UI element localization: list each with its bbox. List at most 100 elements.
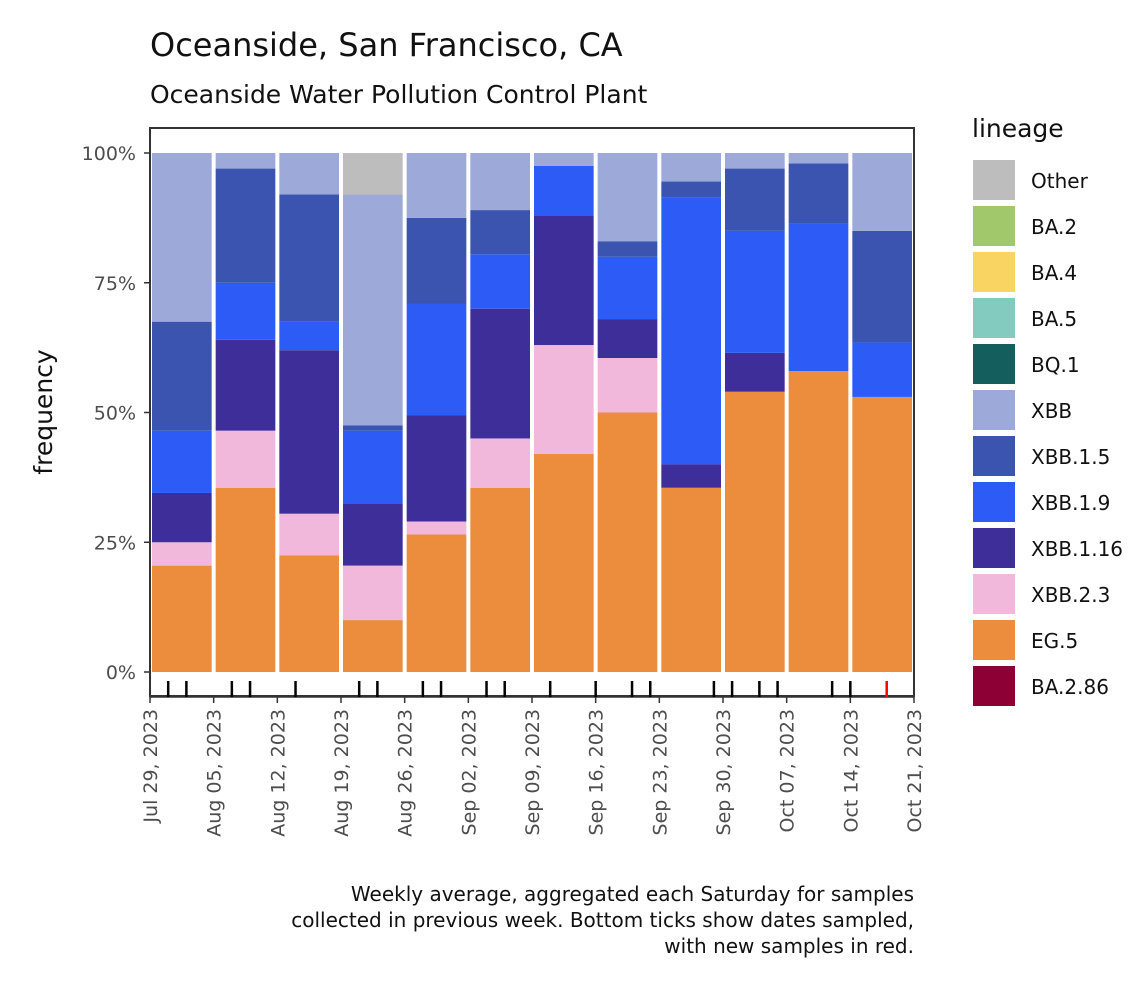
bar-segment-xbb-1-16 xyxy=(470,308,530,439)
legend-label: Other xyxy=(1031,169,1089,193)
bar-segment-xbb-2-3 xyxy=(597,358,658,413)
bar-segment-xbb-1-9 xyxy=(406,303,467,416)
bar-segment-xbb-1-16 xyxy=(597,319,658,359)
bar-segment-xbb-2-3 xyxy=(406,521,467,535)
bar-segment-xbb xyxy=(788,153,849,164)
legend-label: EG.5 xyxy=(1031,629,1078,653)
bar-segment-xbb-2-3 xyxy=(470,438,530,488)
bar-segment-xbb-2-3 xyxy=(152,542,212,566)
bar-segment-xbb-1-16 xyxy=(725,352,785,392)
x-tick-label: Sep 16, 2023 xyxy=(586,709,608,835)
bar-segment-xbb-1-9 xyxy=(725,230,785,353)
legend-swatch-other xyxy=(973,160,1015,200)
bar-segment-xbb-1-9 xyxy=(534,165,594,216)
plot-border xyxy=(149,127,915,697)
legend-label: BA.2 xyxy=(1031,215,1077,239)
bar-segment-xbb xyxy=(597,153,658,242)
bar-segment-eg-5 xyxy=(661,487,721,672)
bar-segment-xbb-1-9 xyxy=(597,256,658,320)
legend-label: XBB.1.5 xyxy=(1031,445,1110,469)
x-tick-label: Jul 29, 2023 xyxy=(140,709,162,824)
bar-segment-xbb xyxy=(661,153,721,182)
bar-segment-eg-5 xyxy=(215,487,276,672)
bar-segment-xbb-1-16 xyxy=(279,350,339,514)
bar-segment-xbb xyxy=(279,153,339,195)
x-tick-label: Sep 09, 2023 xyxy=(522,709,544,835)
y-tick-label: 75% xyxy=(94,273,136,295)
bar-segment-xbb-2-3 xyxy=(343,565,403,621)
legend-label: XBB.1.9 xyxy=(1031,491,1110,515)
bar-segment-eg-5 xyxy=(788,370,849,672)
bar-segment-eg-5 xyxy=(470,487,530,672)
bar-segment-xbb-1-5 xyxy=(661,181,721,198)
y-tick-label: 0% xyxy=(106,662,136,684)
bar-segment-xbb-2-3 xyxy=(279,513,339,556)
bar-segment-eg-5 xyxy=(406,534,467,672)
bar-segment-xbb xyxy=(470,153,530,211)
x-tick-label: Oct 21, 2023 xyxy=(904,709,926,833)
bar-segment-xbb-1-9 xyxy=(215,282,276,340)
bar-segment-xbb xyxy=(725,153,785,169)
bar-segment-xbb-1-5 xyxy=(343,425,403,431)
legend-label: XBB.1.16 xyxy=(1031,537,1123,561)
legend-label: BQ.1 xyxy=(1031,353,1080,377)
stacked-bars xyxy=(152,153,912,672)
bar-segment-eg-5 xyxy=(534,454,594,672)
bar-segment-xbb-2-3 xyxy=(215,430,276,488)
x-tick-label: Aug 12, 2023 xyxy=(267,709,289,837)
bar-segment-xbb xyxy=(343,194,403,426)
bar-segment-xbb-1-5 xyxy=(725,168,785,231)
bar-segment-xbb-1-5 xyxy=(215,168,276,283)
legend-swatch-xbb-1-9 xyxy=(973,482,1015,522)
legend: lineage Other BA.2 BA.4 BA.5 BQ.1 XBB XBB.1.5 X… xyxy=(972,114,1123,706)
bar-segment-xbb-1-9 xyxy=(152,430,212,493)
x-tick-label: Oct 07, 2023 xyxy=(777,709,799,833)
legend-label: BA.4 xyxy=(1031,261,1077,285)
bar-segment-xbb-1-9 xyxy=(852,342,912,397)
bar-segment-xbb-1-9 xyxy=(661,197,721,465)
legend-swatch-ba-2-86 xyxy=(973,666,1015,706)
legend-title: lineage xyxy=(972,114,1064,143)
plot-area xyxy=(149,127,915,697)
bar-segment-xbb-1-5 xyxy=(406,217,467,304)
bar-segment-xbb xyxy=(406,153,467,218)
y-tick-label: 50% xyxy=(94,403,136,425)
bar-segment-xbb-1-9 xyxy=(470,254,530,309)
x-tick-label: Aug 19, 2023 xyxy=(331,709,353,837)
bar-segment-xbb-1-9 xyxy=(279,321,339,351)
bar-segment-xbb-1-16 xyxy=(406,415,467,522)
bar-segment-xbb-1-16 xyxy=(215,339,276,431)
bar-segment-xbb-1-5 xyxy=(152,321,212,431)
bar-segment-xbb xyxy=(152,153,212,322)
bar-segment-xbb xyxy=(215,153,276,169)
legend-label: BA.2.86 xyxy=(1031,675,1109,699)
bar-segment-xbb xyxy=(852,153,912,231)
bar-segment-xbb-1-5 xyxy=(279,194,339,322)
bar-segment-eg-5 xyxy=(279,555,339,672)
bar-segment-xbb-1-5 xyxy=(470,210,530,255)
caption-line: with new samples in red. xyxy=(664,934,914,958)
caption: Weekly average, aggregated each Saturday… xyxy=(291,882,914,958)
bar-segment-eg-5 xyxy=(152,565,212,672)
legend-label: XBB.2.3 xyxy=(1031,583,1110,607)
bar-segment-xbb-1-9 xyxy=(788,223,849,371)
bar-segment-xbb-1-5 xyxy=(597,241,658,257)
bar-segment-xbb-1-5 xyxy=(788,163,849,224)
y-tick-label: 25% xyxy=(94,532,136,554)
bar-segment-eg-5 xyxy=(852,396,912,672)
legend-swatch-bq-1 xyxy=(973,344,1015,384)
legend-swatch-xbb xyxy=(973,390,1015,430)
bar-segment-eg-5 xyxy=(597,412,658,672)
legend-swatch-eg-5 xyxy=(973,620,1015,660)
legend-swatch-ba-4 xyxy=(973,252,1015,292)
bar-segment-xbb-1-16 xyxy=(343,503,403,566)
x-tick-label: Oct 14, 2023 xyxy=(840,709,862,833)
chart-subtitle: Oceanside Water Pollution Control Plant xyxy=(150,80,648,109)
bar-segment-xbb xyxy=(534,153,594,166)
y-axis-label: frequency xyxy=(29,349,58,475)
bar-segment-xbb-1-9 xyxy=(343,430,403,504)
legend-label: BA.5 xyxy=(1031,307,1077,331)
x-tick-label: Aug 05, 2023 xyxy=(204,709,226,837)
bar-segment-xbb-1-16 xyxy=(534,215,594,346)
